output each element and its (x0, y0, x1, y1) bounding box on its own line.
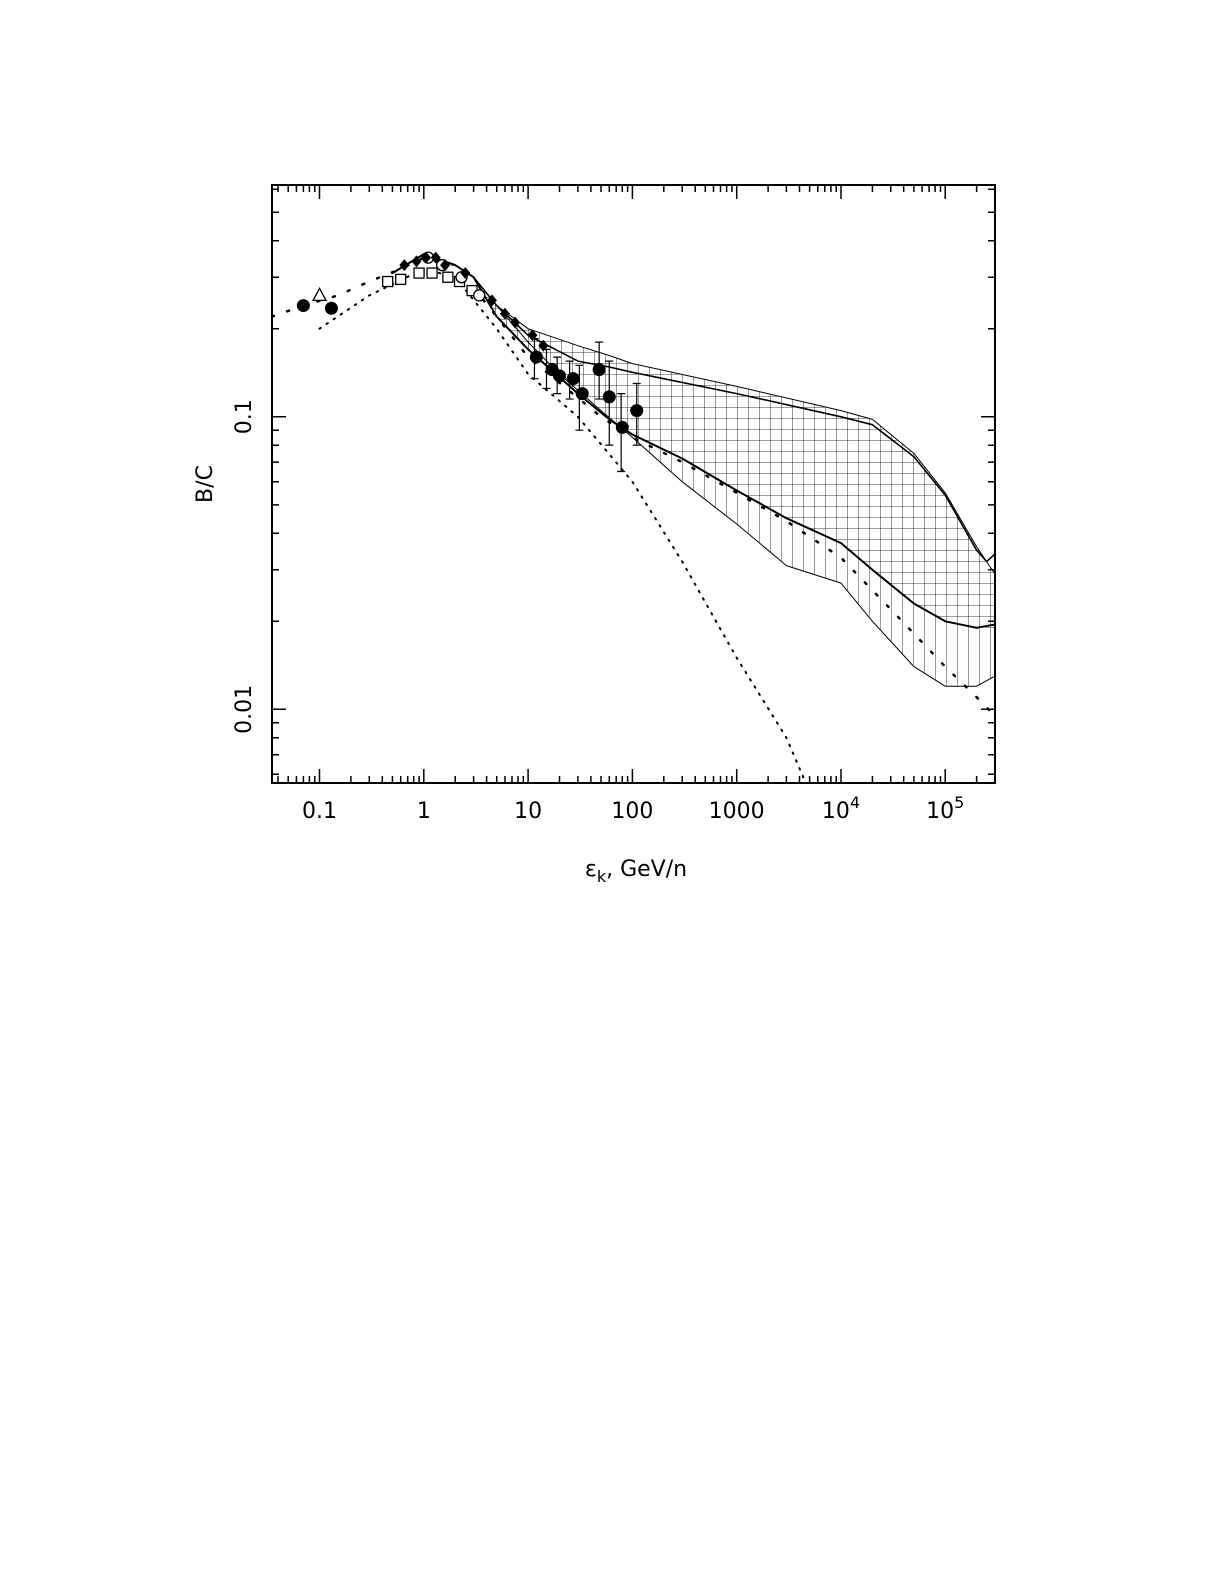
y-axis-label: B/C (193, 465, 218, 503)
marker-circle-filled (602, 390, 616, 404)
x-axis-label-main: ε (585, 857, 597, 882)
x-tick-label: 1000 (709, 799, 765, 824)
x-tick-label: 1 (417, 799, 431, 824)
y-tick-label: 0.01 (232, 685, 257, 734)
marker-diamond-filled (510, 316, 521, 329)
marker-circle-filled (575, 387, 589, 401)
marker-circle-filled (324, 301, 338, 315)
data-markers (296, 251, 644, 434)
uncertainty-bands (473, 277, 995, 687)
marker-square-open (395, 273, 407, 286)
x-tick-label: 104 (822, 793, 860, 824)
x-tick-label: 105 (926, 793, 964, 824)
x-tick-label: 10 (514, 799, 542, 824)
x-axis-label-subscript: k (597, 867, 607, 886)
axis-tick-labels: 0.1 1 10 100 1000 104 105 0.01 0.1 (232, 399, 964, 824)
marker-square-open (413, 267, 425, 279)
marker-square-open (426, 267, 438, 279)
marker-diamond-filled (499, 307, 510, 320)
marker-triangle-open (311, 287, 328, 302)
marker-circle-filled (592, 363, 606, 377)
marker-circle-filled (630, 404, 644, 418)
x-tick-label: 100 (611, 799, 653, 824)
marker-diamond-filled (421, 251, 432, 264)
axis-ticks (272, 185, 996, 783)
y-tick-label: 0.1 (232, 399, 257, 434)
x-axis-label: εk, GeV/n (585, 857, 687, 886)
marker-circle-filled (529, 350, 543, 364)
marker-circle-filled (566, 372, 580, 386)
marker-circle-open (473, 289, 486, 302)
error-bars (530, 338, 641, 473)
marker-diamond-filled (430, 251, 441, 264)
marker-circle-filled (553, 369, 567, 383)
series-line-1-solid (473, 276, 995, 575)
band-grid-hatch-lower (473, 277, 995, 628)
tick-marks (272, 185, 996, 783)
marker-circle-filled (615, 420, 629, 434)
series-line-3-solid (391, 253, 995, 629)
plot-frame (271, 184, 996, 784)
marker-square-open (382, 275, 394, 288)
marker-diamond-filled (440, 259, 451, 272)
marker-diamond-filled (538, 339, 549, 352)
marker-diamond-filled (460, 267, 471, 280)
marker-diamond-filled (527, 329, 538, 342)
marker-diamond-filled (411, 255, 422, 268)
marker-square-open (442, 271, 454, 283)
series-line-2-solid (472, 276, 995, 563)
marker-circle-filled (296, 299, 310, 313)
marker-diamond-filled (486, 294, 497, 307)
x-tick-label: 0.1 (302, 799, 337, 824)
marker-diamond-filled (399, 259, 410, 272)
x-axis-label-unit: , GeV/n (606, 857, 687, 882)
